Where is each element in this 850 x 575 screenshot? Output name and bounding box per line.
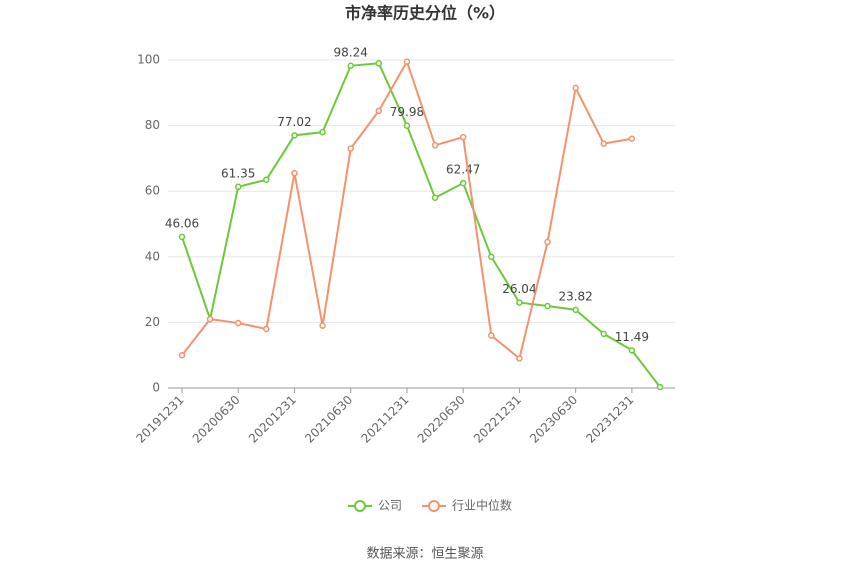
x-tick-label: 20201231 [246, 393, 299, 446]
data-point [347, 62, 354, 70]
legend-marker [354, 500, 366, 512]
data-label: 11.49 [615, 330, 649, 344]
data-point [431, 142, 439, 149]
y-tick-label: 20 [145, 315, 160, 329]
legend-label: 公司 [378, 499, 402, 513]
x-tick-label: 20220630 [415, 393, 468, 446]
x-tick-label: 20230630 [527, 393, 580, 446]
data-point [291, 132, 298, 139]
data-label: 61.35 [221, 166, 255, 180]
x-tick-label: 20210630 [302, 393, 355, 446]
data-label: 98.24 [334, 45, 368, 59]
data-point [178, 351, 186, 359]
legend-marker [428, 500, 441, 512]
data-point [628, 135, 636, 142]
data-point [488, 253, 495, 261]
data-point [600, 330, 608, 338]
legend-label: 行业中位数 [452, 498, 512, 513]
data-point [347, 145, 354, 152]
data-point [600, 140, 608, 147]
data-label: 23.82 [558, 289, 592, 303]
data-point [628, 347, 636, 354]
data-point [431, 194, 439, 202]
data-point [291, 169, 298, 177]
data-point [516, 299, 523, 306]
data-point [544, 238, 551, 246]
y-tick-label: 60 [145, 184, 160, 198]
x-tick-label: 20211231 [358, 393, 411, 446]
data-label: 26.04 [502, 282, 536, 296]
y-tick-label: 80 [145, 118, 160, 132]
data-point [263, 325, 270, 333]
data-point [234, 319, 242, 327]
y-tick-label: 40 [145, 249, 160, 263]
data-point [516, 355, 523, 362]
data-point [459, 133, 467, 141]
data-point [544, 302, 551, 310]
data-point [206, 315, 214, 323]
data-label: 62.47 [446, 163, 480, 177]
data-point [178, 233, 186, 241]
data-point [403, 122, 411, 129]
data-point [319, 128, 326, 136]
data-point [375, 107, 383, 115]
data-point [656, 383, 664, 391]
y-tick-label: 100 [137, 53, 160, 67]
x-tick-label: 20191231 [134, 393, 187, 446]
data-point [572, 84, 579, 92]
data-label: 46.06 [165, 216, 199, 230]
x-tick-label: 20231231 [583, 393, 636, 446]
data-label: 77.02 [277, 115, 311, 129]
source: 数据来源：恒生聚源 [366, 547, 483, 562]
y-tick-label: 0 [152, 381, 160, 395]
data-point [488, 332, 495, 339]
x-tick-label: 20221231 [471, 393, 524, 446]
series-line [181, 62, 661, 388]
chart-title: 市净率历史分位（%） [345, 4, 505, 23]
data-point [263, 176, 270, 183]
x-tick-label: 20200630 [190, 393, 243, 446]
data-label: 79.98 [390, 105, 424, 119]
data-point [319, 322, 326, 329]
data-point [459, 179, 467, 187]
data-point [403, 58, 411, 65]
data-point [572, 306, 579, 314]
data-point [234, 183, 242, 191]
data-point [375, 60, 383, 67]
